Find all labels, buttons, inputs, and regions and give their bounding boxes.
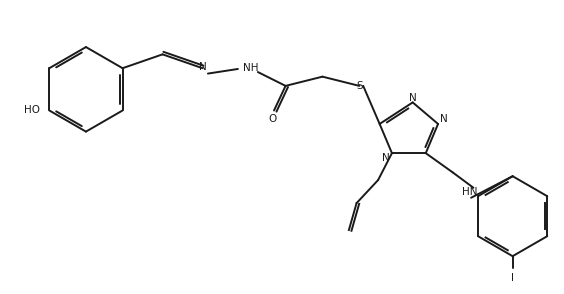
Text: N: N [440,114,448,124]
Text: N: N [382,153,390,163]
Text: N: N [199,62,206,72]
Text: NH: NH [243,63,258,73]
Text: O: O [268,114,276,124]
Text: S: S [357,81,363,91]
Text: N: N [409,93,417,103]
Text: HO: HO [24,106,40,116]
Text: HN: HN [462,187,477,197]
Text: I: I [511,273,514,283]
